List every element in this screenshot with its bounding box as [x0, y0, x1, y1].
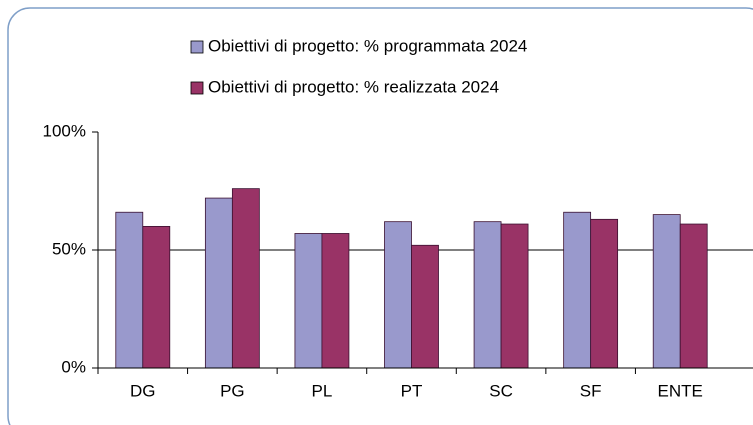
legend-label: Obiettivi di progetto: % programmata 202…	[208, 36, 527, 55]
bar	[652, 214, 681, 369]
bar	[500, 223, 529, 369]
bar	[231, 188, 260, 369]
bar	[473, 221, 502, 369]
legend-label: Obiettivi di progetto: % realizzata 2024	[208, 77, 499, 96]
bar	[142, 225, 171, 369]
legend-swatch	[190, 40, 204, 54]
x-tick-label: PG	[220, 381, 245, 400]
x-tick-label: PT	[401, 381, 423, 400]
bar	[204, 197, 233, 369]
bar	[115, 211, 144, 369]
x-tick-label: SF	[580, 381, 602, 400]
bar	[411, 244, 439, 369]
x-tick-label: SC	[489, 381, 513, 400]
y-tick-label: 100%	[43, 121, 86, 140]
y-tick-label: 50%	[52, 239, 86, 258]
x-tick-label: DG	[130, 381, 156, 400]
x-tick-label: PL	[312, 381, 333, 400]
bar	[384, 221, 412, 369]
bar	[590, 218, 619, 369]
legend-swatch	[190, 81, 204, 95]
x-tick-label: ENTE	[658, 381, 703, 400]
y-tick-label: 0%	[61, 357, 86, 376]
bar	[679, 223, 708, 369]
bar	[563, 211, 592, 369]
bar	[294, 233, 323, 369]
bar	[321, 233, 350, 369]
